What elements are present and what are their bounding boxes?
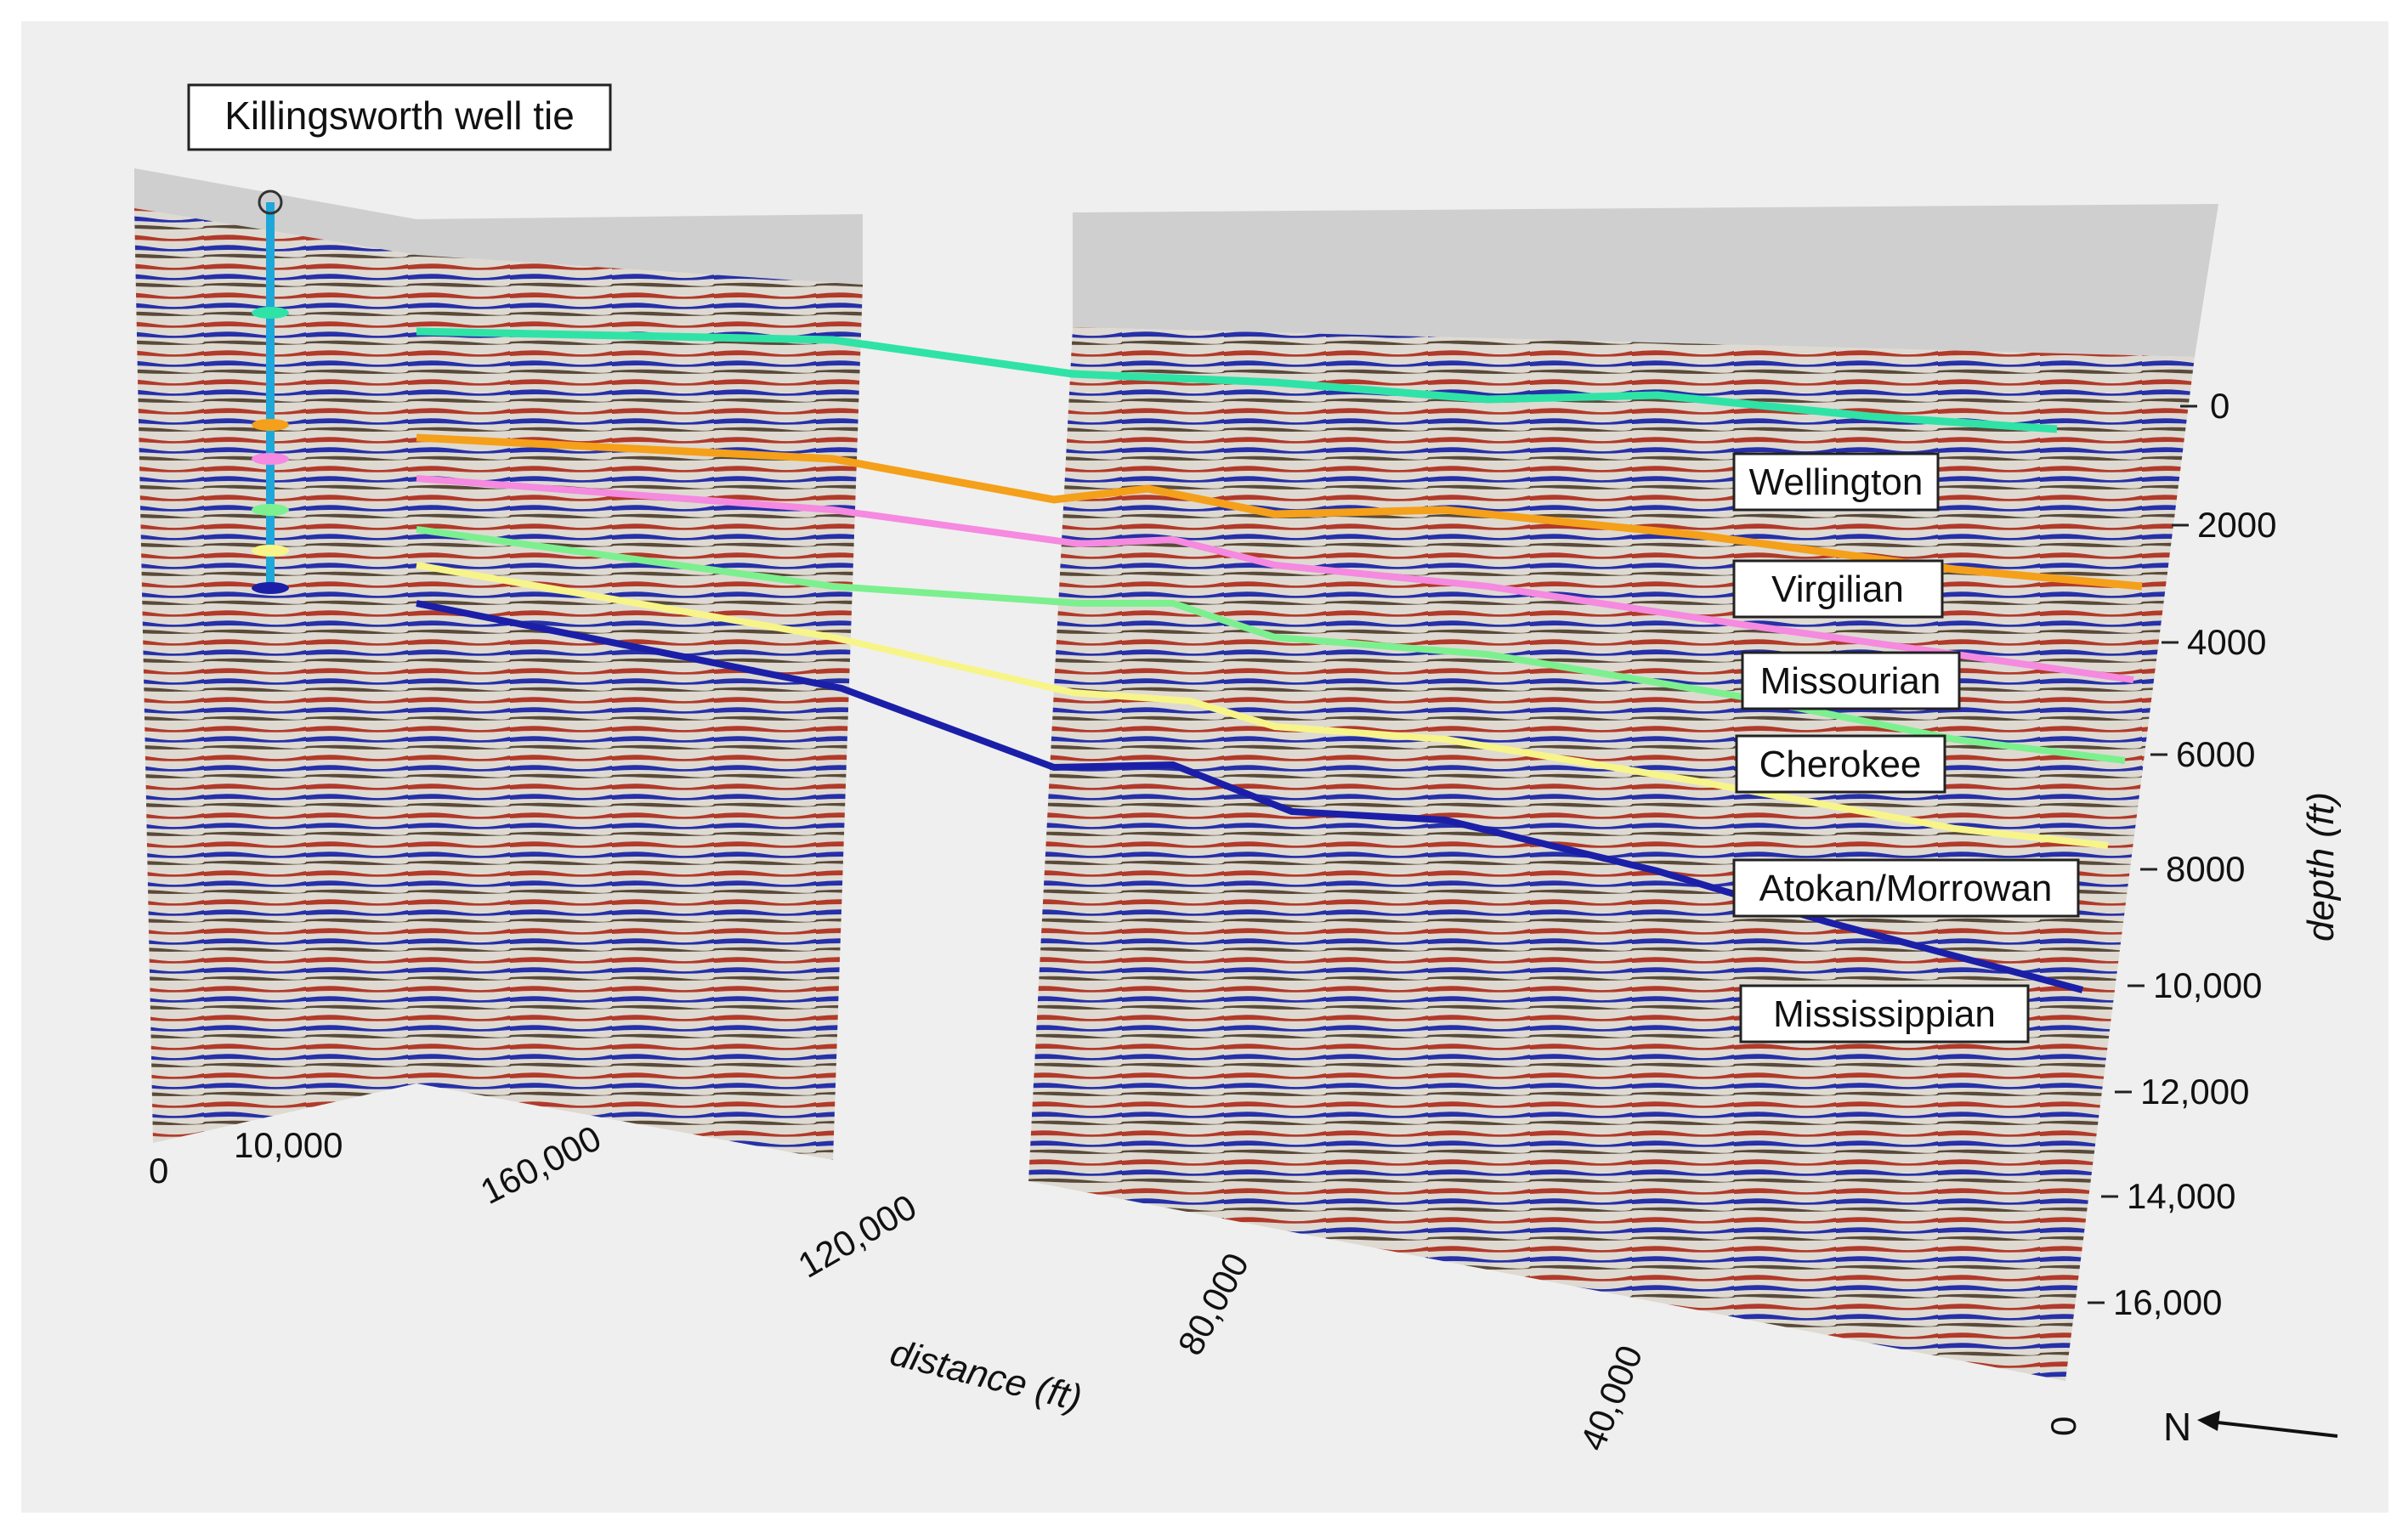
left-seismic-panel: [134, 168, 863, 1160]
label-cherokee: Cherokee: [1759, 744, 1922, 785]
north-arrow-shaft: [2202, 1419, 2338, 1438]
horizon-lines: [416, 327, 2143, 993]
horizon-cherokee-line: [416, 526, 2126, 764]
title-box: [187, 83, 612, 151]
depth-tick-label: 0: [2210, 386, 2230, 426]
well-marker: [252, 504, 289, 516]
label-missourian: Missourian: [1760, 660, 1941, 702]
depth-tick-label: 6000: [2176, 734, 2255, 774]
well-head-icon: [258, 190, 283, 215]
distance-tick-label: 0: [2043, 1417, 2083, 1436]
depth-tick-label: 10,000: [2153, 965, 2262, 1005]
well-marker: [252, 307, 289, 319]
middle-panel-top-band: [416, 214, 863, 285]
horizon-wellington-line: [416, 327, 2058, 433]
label-box-mississippian: [1739, 984, 2030, 1044]
distance-tick-label: 0: [149, 1151, 168, 1191]
label-box-virgilian: [1732, 559, 1944, 619]
depth-axis: 0 2000 4000 6000 8000 10,000 12,000 14,0…: [2088, 386, 2342, 1322]
middle-panel-seismic-face: [416, 255, 863, 1160]
depth-tick-label: 2000: [2197, 505, 2276, 545]
depth-tick-label: 8000: [2166, 849, 2245, 889]
well-marker: [252, 582, 289, 594]
depth-tick-label: 14,000: [2127, 1176, 2235, 1216]
horizon-atokan-morrowan-line: [416, 562, 2109, 849]
main-panel-top-band: [1073, 204, 2218, 357]
label-atokan-morrowan: Atokan/Morrowan: [1759, 868, 2053, 909]
well-marker: [252, 419, 289, 431]
north-label: N: [2163, 1405, 2191, 1449]
label-wellington: Wellington: [1749, 461, 1924, 503]
horizon-virgilian-line: [416, 433, 2143, 591]
horizon-missourian-line: [416, 475, 2134, 683]
left-panel-seismic-face: [134, 208, 416, 1143]
north-arrow-head-icon: [2197, 1411, 2220, 1431]
distance-tick-label: 10,000: [234, 1125, 343, 1165]
label-box-cherokee: [1735, 734, 1946, 794]
depth-axis-title: depth (ft): [2300, 792, 2342, 942]
north-arrow: N: [2163, 1405, 2338, 1449]
label-virgilian: Virgilian: [1771, 569, 1904, 610]
depth-tick-label: 12,000: [2140, 1072, 2249, 1112]
label-box-wellington: [1732, 452, 1940, 512]
depth-tick-label: 16,000: [2113, 1282, 2222, 1322]
label-box-missourian: [1741, 651, 1961, 710]
title-text: Killingsworth well tie: [224, 93, 575, 138]
horizon-labels: Wellington Virgilian Missourian Cherokee…: [1732, 452, 2080, 1044]
label-mississippian: Mississippian: [1773, 993, 1996, 1035]
depth-tick-label: 4000: [2187, 622, 2266, 662]
well-marker: [252, 545, 289, 557]
well-track: [252, 190, 289, 594]
label-box-atokan-morrowan: [1732, 858, 2080, 918]
well-marker: [252, 453, 289, 465]
